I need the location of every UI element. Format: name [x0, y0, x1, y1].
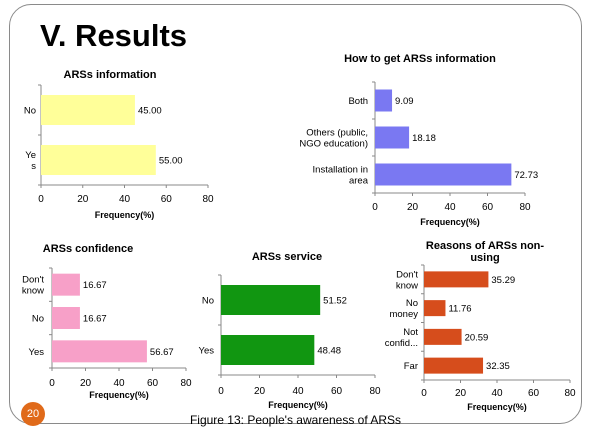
x-axis-label: Frequency(%)	[89, 390, 149, 400]
data-label: 48.48	[317, 346, 341, 357]
x-tick-label: 80	[564, 388, 576, 399]
category-label: Not confid...	[385, 327, 419, 349]
data-label: 11.76	[448, 304, 471, 315]
x-tick-label: 20	[77, 194, 89, 205]
bar	[375, 163, 512, 186]
bar	[375, 89, 393, 112]
chart-title: ARSs confidence	[43, 243, 133, 255]
bar	[41, 95, 135, 125]
chart-title: Reasons of ARSs non-using	[426, 240, 544, 264]
category-label: No	[24, 106, 36, 117]
bar	[424, 357, 484, 374]
x-axis-label: Frequency(%)	[268, 400, 328, 410]
x-tick-label: 60	[528, 388, 540, 399]
x-tick-label: 80	[202, 194, 214, 205]
x-tick-label: 0	[421, 388, 427, 399]
bar	[375, 126, 410, 149]
x-tick-label: 80	[369, 386, 381, 397]
x-axis-label: Frequency(%)	[420, 217, 480, 227]
x-axis-label: Frequency(%)	[95, 210, 155, 220]
page-number-badge: 20	[21, 402, 45, 426]
data-label: 16.67	[83, 314, 107, 325]
x-tick-label: 0	[218, 386, 224, 397]
data-label: 51.52	[323, 296, 347, 307]
data-label: 18.18	[412, 133, 436, 144]
x-tick-label: 60	[331, 386, 343, 397]
x-tick-label: 0	[372, 202, 378, 213]
x-tick-label: 40	[292, 386, 304, 397]
data-label: 32.35	[486, 361, 510, 372]
x-axis-label: Frequency(%)	[467, 402, 527, 412]
x-tick-label: 20	[407, 202, 419, 213]
page-title: V. Results	[40, 18, 188, 53]
category-label: No money	[389, 298, 418, 320]
bar	[221, 285, 321, 315]
category-label: Yes	[29, 347, 45, 358]
data-label: 16.67	[83, 280, 107, 291]
data-label: 56.67	[150, 347, 174, 358]
bar	[52, 273, 80, 296]
figure-caption: Figure 13: People's awareness of ARSs	[189, 413, 402, 427]
category-label: Far	[404, 361, 418, 372]
category-label: Yes	[199, 346, 215, 357]
category-label: Installation in area	[313, 165, 369, 187]
chart-title: How to get ARSs information	[344, 53, 496, 65]
x-tick-label: 20	[254, 386, 266, 397]
x-tick-label: 40	[113, 378, 125, 389]
x-tick-label: 20	[80, 378, 92, 389]
x-tick-label: 80	[180, 378, 192, 389]
data-label: 45.00	[138, 106, 162, 117]
bar	[424, 328, 462, 345]
category-label: No	[202, 296, 214, 307]
bar	[424, 300, 446, 317]
chart-title: ARSs information	[64, 69, 157, 81]
x-tick-label: 60	[161, 194, 173, 205]
data-label: 35.29	[491, 275, 515, 286]
data-label: 9.09	[395, 96, 414, 107]
x-tick-label: 80	[519, 202, 531, 213]
category-label: No	[32, 314, 44, 325]
category-label: Both	[348, 96, 368, 107]
category-label: Don't know	[22, 275, 45, 297]
category-label: Others (public, NGO education)	[299, 128, 368, 150]
data-label: 55.00	[159, 156, 183, 167]
category-label: Don't know	[396, 269, 419, 291]
x-tick-label: 40	[119, 194, 131, 205]
chart-title: ARSs service	[252, 251, 322, 263]
x-tick-label: 40	[491, 388, 503, 399]
bar	[424, 271, 489, 288]
bar	[52, 307, 80, 329]
bar	[41, 145, 156, 175]
x-tick-label: 0	[38, 194, 44, 205]
data-label: 72.73	[514, 170, 538, 181]
bar	[52, 340, 147, 363]
x-tick-label: 0	[49, 378, 55, 389]
x-tick-label: 20	[455, 388, 467, 399]
data-label: 20.59	[465, 332, 489, 343]
x-tick-label: 40	[444, 202, 456, 213]
x-tick-label: 60	[147, 378, 159, 389]
bar	[221, 335, 315, 365]
x-tick-label: 60	[482, 202, 494, 213]
